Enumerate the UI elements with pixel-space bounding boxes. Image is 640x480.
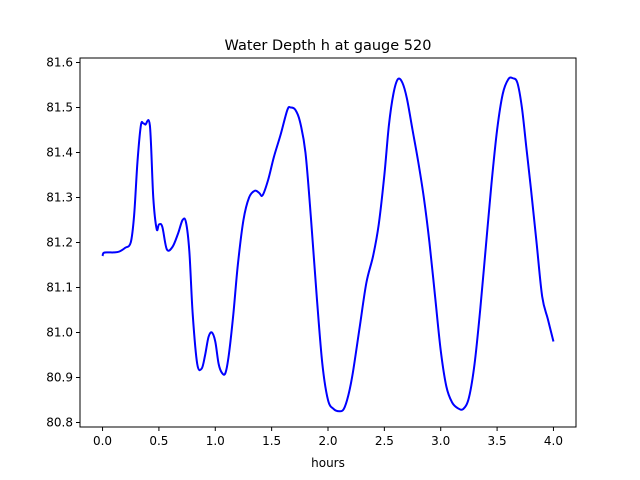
- x-tick-label: 2.0: [318, 434, 337, 448]
- x-tick-label: 0.0: [93, 434, 112, 448]
- y-tick-label: 81.3: [46, 191, 73, 205]
- series-layer: [101, 76, 555, 413]
- y-tick-label: 81.6: [46, 56, 73, 70]
- x-tick-label: 1.5: [262, 434, 281, 448]
- y-tick-label: 81.1: [46, 281, 73, 295]
- axis-ticks: 0.0 0.5 1.0 1.5 2.0 2.5 3.0 3.5 4.0 80.8 80.9 81.0 8…: [46, 56, 563, 449]
- y-tick-label: 80.9: [46, 371, 73, 385]
- x-tick-label: 0.5: [149, 434, 168, 448]
- y-tick-label: 81.0: [46, 326, 73, 340]
- x-axis-title: hours: [311, 456, 345, 470]
- chart-title: Water Depth h at gauge 520: [225, 38, 432, 54]
- y-tick-label: 81.4: [46, 146, 73, 160]
- y-tick-label: 81.2: [46, 236, 73, 250]
- x-tick-label: 1.0: [206, 434, 225, 448]
- x-tick-label: 2.5: [375, 434, 394, 448]
- y-tick-label: 80.8: [46, 416, 73, 430]
- x-tick-label: 3.0: [431, 434, 450, 448]
- plot-frame: [79, 57, 577, 428]
- y-tick-label: 81.5: [46, 101, 73, 115]
- series-line: [101, 76, 555, 413]
- x-tick-label: 3.5: [488, 434, 507, 448]
- x-tick-label: 4.0: [544, 434, 563, 448]
